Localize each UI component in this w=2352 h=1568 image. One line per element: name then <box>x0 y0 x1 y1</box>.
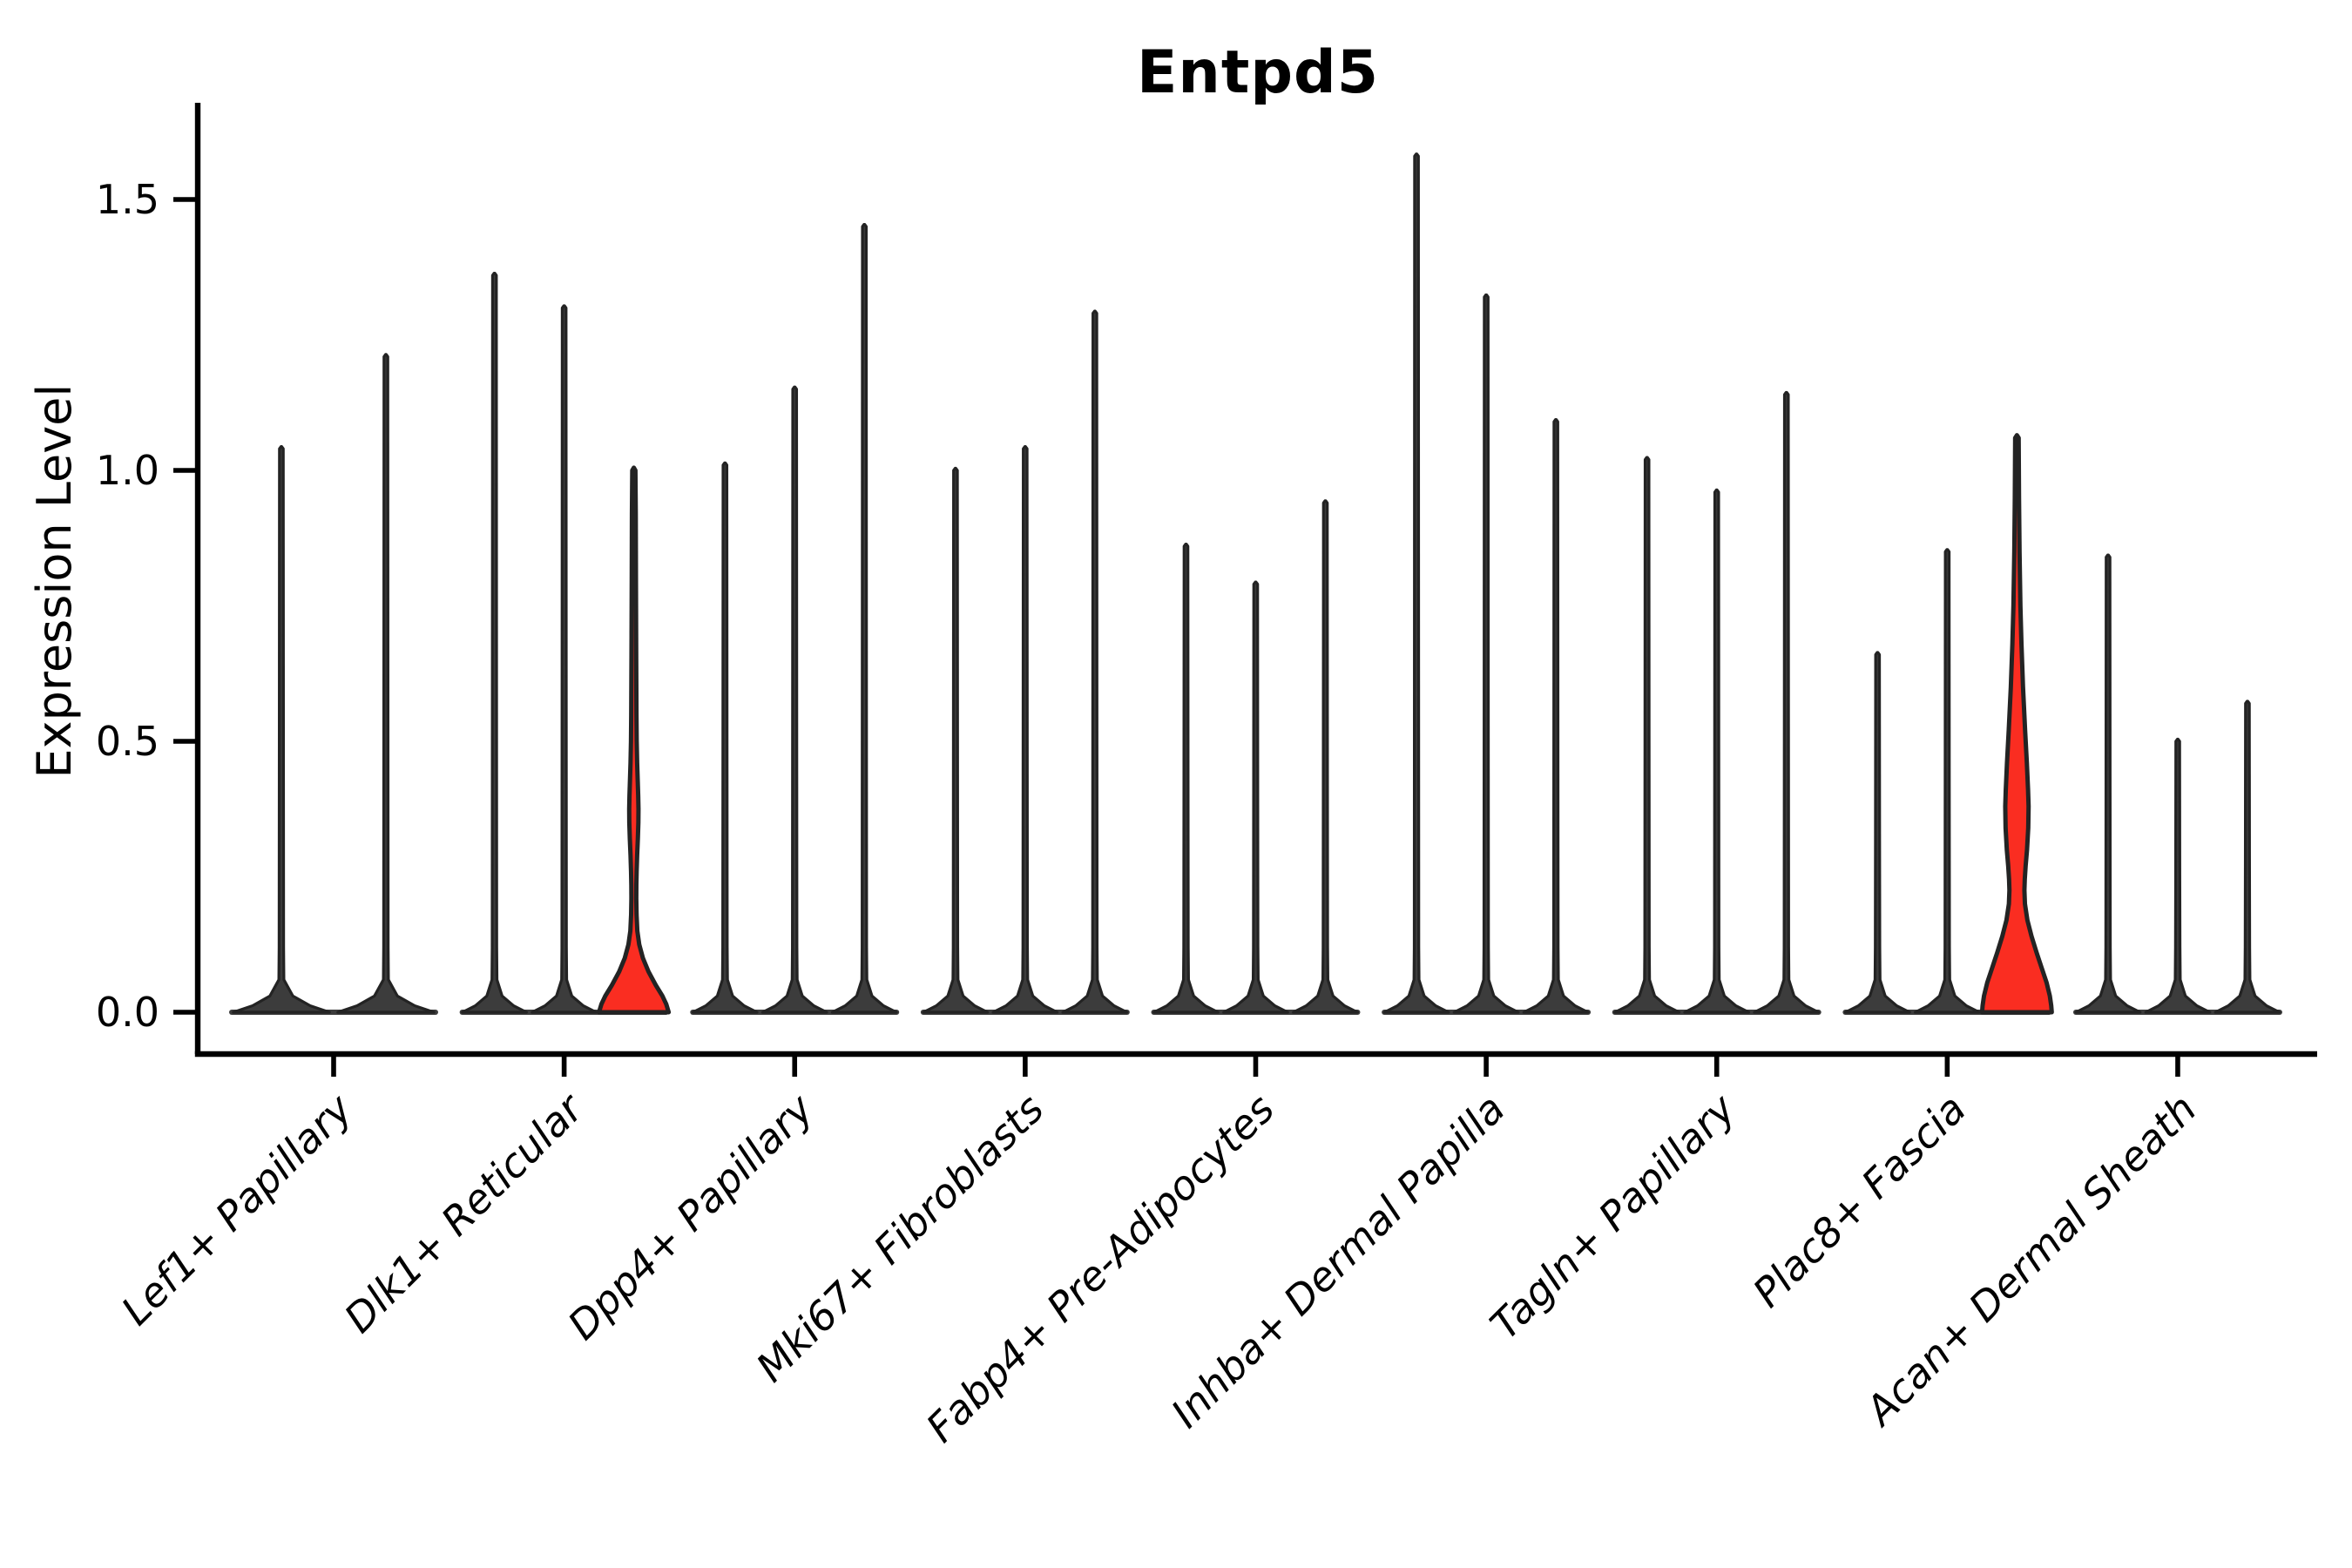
violin <box>1452 293 1520 1014</box>
violin-highlighted <box>597 465 672 1015</box>
violin <box>1843 651 1911 1014</box>
violin <box>1913 548 1981 1014</box>
x-tick-label: Dpp4+ Papillary <box>558 1085 822 1348</box>
violin <box>830 223 898 1014</box>
violin <box>531 304 598 1014</box>
violin <box>691 461 759 1014</box>
chart-title: Entpd5 <box>1136 38 1380 108</box>
x-tick-label: Plac8+ Fascia <box>1744 1085 1975 1316</box>
violin <box>760 385 828 1014</box>
violin <box>1522 417 1590 1014</box>
violin <box>1753 390 1821 1014</box>
violin <box>1152 543 1220 1014</box>
y-tick-label: 0.0 <box>96 989 159 1036</box>
x-tick-label: Tagln+ Papillary <box>1481 1085 1745 1348</box>
violin <box>1613 456 1681 1014</box>
violin <box>922 466 990 1014</box>
y-tick-label: 1.0 <box>96 447 159 494</box>
violin <box>2144 737 2212 1014</box>
violin <box>1292 499 1359 1014</box>
x-tick-label: Lef1+ Papillary <box>112 1085 362 1334</box>
y-tick-label: 0.5 <box>96 718 159 765</box>
violin <box>461 272 529 1014</box>
violin <box>1222 580 1289 1014</box>
violin <box>991 445 1059 1014</box>
violin <box>232 445 331 1014</box>
violin <box>1061 309 1129 1014</box>
violin-highlighted <box>1979 433 2054 1015</box>
violin <box>2213 700 2281 1014</box>
y-tick-label: 1.5 <box>96 176 159 223</box>
violin <box>1683 488 1751 1014</box>
x-tick-label: Dlk1+ Reticular <box>335 1083 594 1342</box>
violin <box>2074 553 2142 1014</box>
violin <box>336 353 436 1014</box>
violin <box>1382 152 1450 1014</box>
